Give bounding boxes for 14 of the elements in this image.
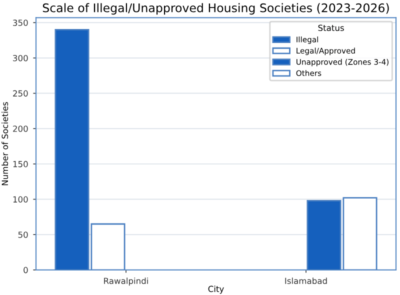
x-tick-label: Islamabad: [285, 278, 327, 284]
y-tick-label: 350: [13, 20, 28, 26]
x-axis-title: City: [208, 286, 224, 294]
x-tick-label: Rawalpindi: [104, 278, 148, 286]
chart-title: Scale of Illegal/Unapproved Housing Societies (2023-2026): [42, 3, 389, 15]
y-tick-label: 50: [18, 232, 28, 238]
y-tick-label: 0: [24, 266, 28, 274]
y-tick-label: 200: [13, 126, 28, 132]
legend-title: Status: [318, 24, 344, 32]
y-tick-label: 150: [13, 160, 28, 168]
y-axis-title: Number of Societies: [2, 102, 8, 186]
y-tick-label: 250: [13, 90, 28, 97]
y-tick-label: 100: [13, 196, 28, 203]
y-tick-label: 300: [13, 54, 28, 62]
